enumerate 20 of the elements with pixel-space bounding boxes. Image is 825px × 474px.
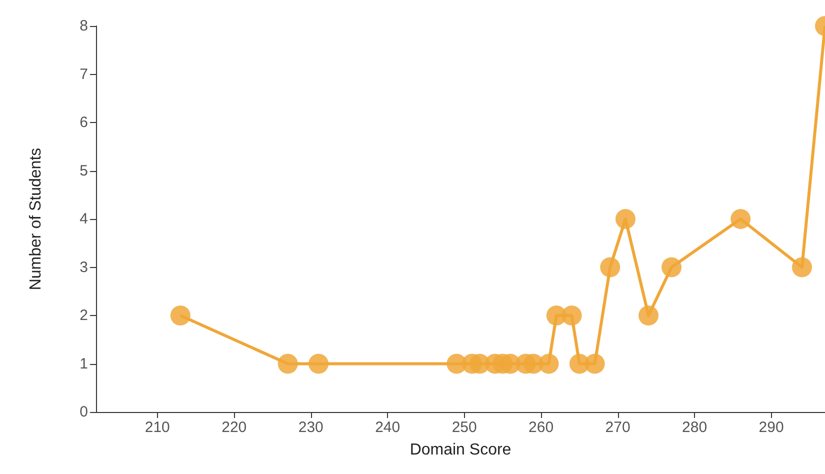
x-tick-label: 230 — [298, 419, 324, 436]
y-tick-label: 5 — [80, 162, 88, 180]
y-tick-label: 3 — [80, 258, 88, 276]
y-axis-title: Number of Students — [28, 148, 44, 290]
y-tick-label: 7 — [80, 66, 88, 83]
y-tick-label: 0 — [80, 404, 88, 420]
y-tick-label: 4 — [80, 210, 88, 228]
y-tick-label: 6 — [80, 114, 88, 131]
x-tick-label: 290 — [758, 419, 784, 436]
x-tick-label: 210 — [144, 419, 170, 436]
x-tick-label: 250 — [452, 419, 477, 436]
x-axis-title: Domain Score — [410, 442, 512, 458]
x-tick-label: 220 — [222, 419, 247, 436]
x-tick-label: 240 — [375, 419, 400, 436]
y-tick-label: 2 — [80, 307, 88, 324]
x-tick-label: 270 — [605, 419, 630, 436]
y-tick-label: 1 — [80, 355, 88, 372]
x-tick-label: 260 — [528, 419, 554, 436]
x-tick-label: 280 — [682, 419, 708, 436]
y-tick-label: 8 — [80, 18, 88, 34]
